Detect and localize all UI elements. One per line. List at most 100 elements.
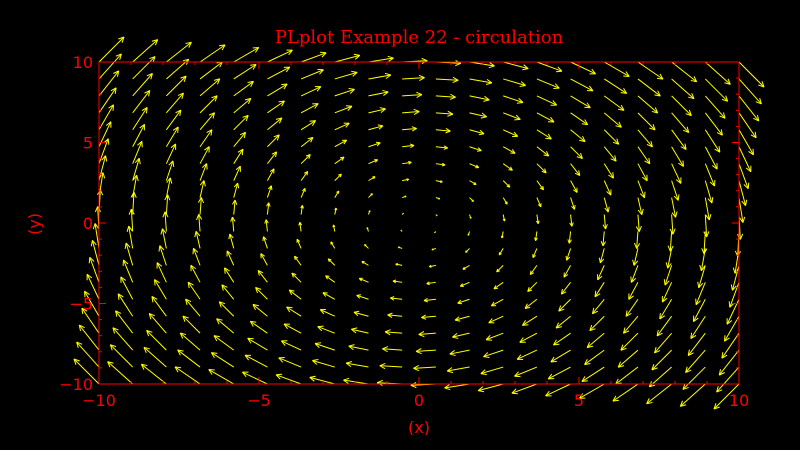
vector-arrow: [578, 383, 605, 399]
vector-arrow: [591, 298, 605, 315]
vector-arrow: [435, 197, 441, 200]
vector-arrow: [402, 108, 420, 115]
vector-arrow: [322, 292, 336, 300]
vector-arrow: [351, 327, 369, 334]
vector-arrow: [604, 61, 630, 77]
vector-arrow: [194, 230, 201, 249]
vector-arrow: [469, 95, 490, 102]
vector-arrow: [332, 224, 336, 232]
vector-arrow: [685, 349, 706, 373]
vector-arrow: [502, 197, 508, 205]
vector-arrow: [738, 146, 752, 173]
vector-arrow: [192, 247, 201, 266]
vector-arrow: [334, 53, 361, 63]
vector-arrow: [536, 146, 550, 157]
vector-arrow: [296, 238, 302, 249]
vector-arrow: [317, 325, 335, 334]
vector-arrow: [704, 78, 729, 102]
vector-arrow: [368, 176, 376, 182]
x-tick-label: −10: [82, 391, 116, 410]
vector-arrow: [679, 383, 706, 407]
vector-arrow: [300, 68, 324, 80]
vector-arrow: [266, 168, 275, 181]
vector-arrow: [345, 360, 369, 368]
vector-arrow: [233, 131, 247, 148]
vector-arrow: [267, 49, 293, 63]
vector-arrow: [617, 349, 639, 368]
vector-arrow: [435, 145, 448, 150]
vector-arrow: [210, 352, 235, 368]
vector-arrow: [704, 180, 714, 204]
vector-arrow: [519, 332, 538, 343]
vector-arrow: [98, 155, 108, 181]
vector-arrow: [107, 361, 134, 385]
vector-arrow: [527, 281, 538, 293]
vector-arrow: [364, 244, 369, 249]
vector-arrow: [532, 248, 538, 259]
vector-arrow: [132, 157, 141, 181]
arrow-layer: [73, 36, 765, 410]
vector-arrow: [98, 104, 114, 131]
vector-arrow: [233, 114, 249, 131]
vector-arrow: [122, 259, 134, 283]
vector-arrow: [570, 78, 594, 92]
vector-arrow: [569, 214, 574, 227]
vector-arrow: [615, 366, 639, 385]
vector-arrow: [300, 103, 319, 114]
vector-arrow: [529, 265, 538, 276]
vector-arrow: [502, 163, 513, 171]
vector-arrow: [401, 195, 407, 199]
vector-arrow: [132, 140, 143, 164]
vector-arrow: [221, 284, 235, 300]
x-tick-label: 0: [414, 391, 424, 410]
vector-arrow: [434, 231, 437, 234]
vector-arrow: [637, 112, 656, 131]
vector-arrow: [160, 228, 167, 249]
vector-arrow: [199, 146, 210, 164]
vector-arrow: [570, 197, 576, 210]
vector-arrow: [637, 180, 646, 199]
vector-arrow: [667, 231, 674, 252]
vector-arrow: [233, 165, 241, 181]
vector-arrow: [431, 247, 437, 251]
vector-arrow: [469, 180, 477, 186]
vector-arrow: [300, 51, 327, 63]
vector-arrow: [132, 106, 148, 131]
vector-arrow: [402, 160, 412, 165]
vector-arrow: [469, 112, 487, 119]
vector-arrow: [651, 349, 672, 371]
vector-arrow: [435, 214, 438, 217]
vector-arrow: [603, 112, 622, 128]
vector-arrow: [428, 264, 436, 268]
x-tick-label: 5: [574, 391, 584, 410]
vector-arrow: [368, 107, 386, 114]
vector-arrow: [348, 344, 369, 351]
vector-arrow: [622, 315, 639, 334]
vector-arrow: [671, 180, 680, 201]
vector-arrow: [721, 332, 740, 359]
vector-arrow: [84, 290, 100, 317]
vector-arrow: [633, 231, 641, 249]
vector-arrow: [570, 61, 596, 75]
vector-arrow: [379, 362, 403, 370]
vector-arrow: [233, 182, 240, 198]
vector-arrow: [435, 93, 456, 100]
plot-frame: [98, 61, 740, 385]
vector-arrow: [656, 315, 673, 337]
vector-arrow: [368, 193, 373, 198]
vector-arrow: [233, 148, 244, 164]
vector-arrow: [410, 381, 436, 389]
vector-arrow: [400, 229, 403, 232]
vector-arrow: [738, 129, 754, 156]
vector-arrow: [457, 298, 470, 305]
vector-arrow: [586, 332, 605, 349]
vector-arrow: [232, 199, 238, 215]
vector-arrow: [704, 163, 716, 187]
vector-arrow: [252, 303, 268, 317]
vector-arrow: [81, 307, 100, 334]
vector-arrow: [98, 70, 120, 97]
vector-arrow: [165, 177, 173, 198]
vector-arrow: [547, 366, 571, 380]
vector-arrow: [267, 117, 283, 131]
vector-arrow: [156, 262, 167, 283]
